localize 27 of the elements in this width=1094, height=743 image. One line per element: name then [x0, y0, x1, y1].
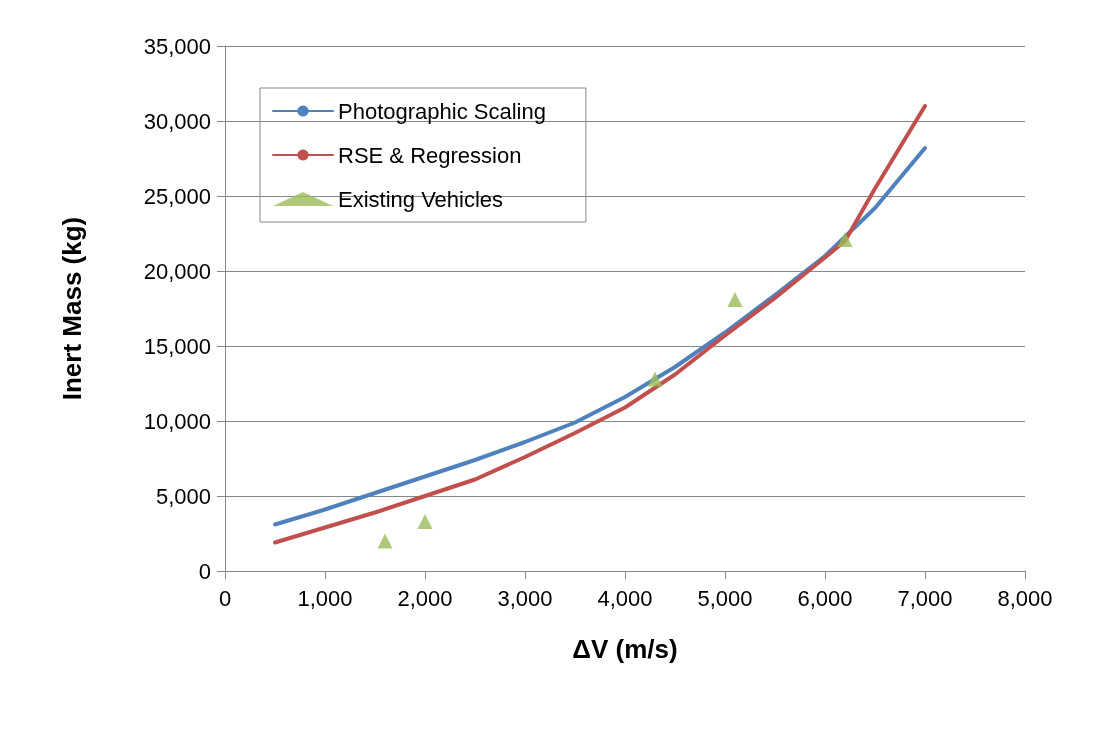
y-tick-label: 30,000	[143, 108, 211, 134]
legend-label: Existing Vehicles	[338, 186, 504, 212]
point	[837, 232, 853, 247]
y-axis-title: Inert Mass (kg)	[57, 216, 87, 401]
x-tick-label: 8,000	[997, 585, 1053, 611]
x-tick-label: 1,000	[297, 585, 353, 611]
y-tick-label: 5,000	[155, 483, 211, 509]
point	[377, 533, 393, 549]
y-tick-label: 0	[198, 558, 211, 584]
legend-label: Photographic Scaling	[338, 98, 546, 124]
x-tick-label: 3,000	[497, 585, 553, 611]
y-tick-label: 25,000	[143, 183, 211, 209]
x-tick-label: 6,000	[797, 585, 853, 611]
y-tick-label: 20,000	[143, 258, 211, 284]
x-axis-title: ΔV (m/s)	[572, 634, 678, 664]
point	[417, 514, 433, 529]
x-tick-label: 7,000	[897, 585, 953, 611]
x-tick-label: 5,000	[697, 585, 753, 611]
y-tick-label: 10,000	[143, 408, 211, 434]
point	[647, 371, 663, 387]
x-tick-label: 0	[218, 585, 232, 611]
x-tick-label: 4,000	[597, 585, 653, 611]
y-tick-label: 15,000	[143, 333, 211, 359]
point	[727, 292, 743, 307]
legend-label: RSE & Regression	[338, 142, 522, 168]
y-tick-label: 35,000	[143, 33, 211, 59]
x-tick-label: 2,000	[397, 585, 453, 611]
